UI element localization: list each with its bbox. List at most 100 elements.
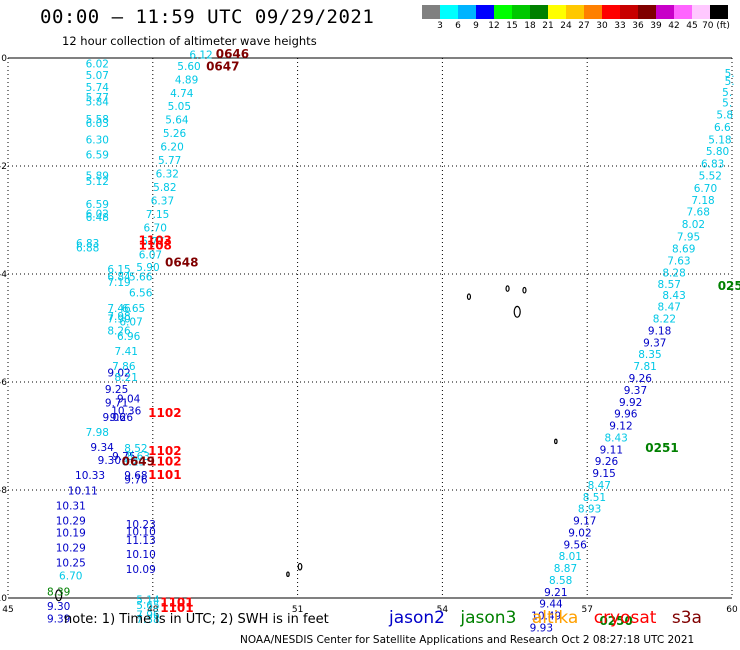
swh-value-label: 5.65 <box>136 600 159 612</box>
swh-value-label: 9.30 <box>98 455 121 467</box>
swh-value-label: 9.15 <box>592 468 615 480</box>
swh-value-label: 10.36 <box>111 405 141 417</box>
swh-value-label: 8.52 <box>124 443 147 455</box>
swh-value-label: 8.43 <box>662 290 685 302</box>
swh-value-label: 7.90 <box>107 314 130 326</box>
x-tick-label: 57 <box>581 605 592 615</box>
island-outline <box>505 285 510 292</box>
swh-value-label: 8.21 <box>115 372 138 384</box>
swh-value-label: 6.07 <box>139 249 162 261</box>
swh-value-label: 6.12 <box>189 50 212 62</box>
color-scale-label: 3 <box>437 21 443 31</box>
color-scale-label: 70 (ft) <box>702 21 730 31</box>
color-scale-label: 15 <box>506 21 518 31</box>
color-scale-label: 30 <box>596 21 608 31</box>
y-tick-label: -6 <box>0 378 7 388</box>
swh-value-label: 7.96 <box>136 610 160 622</box>
swh-value-label: 9.44 <box>539 599 563 611</box>
swh-value-label: 6.83 <box>701 159 724 171</box>
swh-value-label: 5.82 <box>153 182 176 194</box>
data-marks: 6.025.075.745.775.845.586.036.306.595.89… <box>47 47 740 634</box>
swh-value-label: 7.15 <box>146 209 169 221</box>
x-tick-label: 54 <box>437 605 449 615</box>
swh-value-label: 10.11 <box>68 485 98 497</box>
swh-value-label: 5.66 <box>129 271 153 283</box>
swh-value-label: 6.30 <box>86 134 109 146</box>
swh-value-label: 5.14 <box>136 594 160 606</box>
swh-value-label: 9.21 <box>544 587 567 599</box>
swh-value-label: 5.80 <box>706 146 729 158</box>
x-tick-label: 45 <box>2 605 13 615</box>
swh-value-label: 6.02 <box>86 208 109 220</box>
color-scale-label: 39 <box>650 21 662 31</box>
island-outline <box>466 293 472 300</box>
swh-value-label: 8.39 <box>47 586 70 598</box>
color-scale-labels: 3 6 9 12 15 18 21 24 27 30 33 36 39 42 45 70 (ft) <box>422 21 730 33</box>
swh-value-label: 9.26 <box>110 412 134 424</box>
swh-value-label: 6.20 <box>160 141 183 153</box>
pass-time-label: 1101 <box>160 601 193 615</box>
swh-value-label: 7.19 <box>107 277 130 289</box>
swh-value-label: 6.48 <box>86 212 109 224</box>
swh-value-label: 7.81 <box>633 361 656 373</box>
pass-time-label: 0252 <box>718 279 740 293</box>
color-swatch-10 <box>602 5 620 19</box>
swh-value-label: 7.38 <box>136 614 159 626</box>
y-tick-label: -10 <box>0 594 7 604</box>
swh-value-label: 7.98 <box>107 311 130 323</box>
swh-value-label: 10.09 <box>126 564 156 576</box>
swh-value-label: 9.39 <box>47 613 70 625</box>
swh-value-label: 6.88 <box>76 242 99 254</box>
color-swatch-0 <box>422 5 440 19</box>
swh-value-label: 8.43 <box>604 432 627 444</box>
pass-time-label: 0648 <box>165 255 198 269</box>
swh-value-label: 9.71 <box>105 397 128 409</box>
swh-value-label: 9.93 <box>530 622 553 634</box>
swh-value-label: 6.15 <box>107 264 130 276</box>
swh-value-label: 6.03 <box>86 118 109 130</box>
color-scale-label: 45 <box>686 21 698 31</box>
swh-value-label: 6.77 <box>141 236 164 248</box>
swh-value-label: 9.37 <box>624 385 647 397</box>
swh-value-label: 4.89 <box>175 74 198 86</box>
x-tick-label: 60 <box>726 605 738 615</box>
swh-value-label: 5.52 <box>699 171 722 183</box>
island-outline <box>55 589 63 602</box>
swh-value-label: 10.23 <box>126 519 156 531</box>
swh-value-label: 9.37 <box>643 337 666 349</box>
color-swatch-8 <box>566 5 584 19</box>
pass-time-label: 0251 <box>645 441 678 455</box>
swh-value-label: 6.59 <box>86 199 109 211</box>
color-scale-label: 12 <box>488 21 500 31</box>
color-scale-bar <box>422 5 728 19</box>
color-swatch-5 <box>512 5 530 19</box>
swh-value-label: 5.26 <box>163 128 187 140</box>
swh-value-label: 9.11 <box>600 444 623 456</box>
y-tick-label: -8 <box>0 486 7 496</box>
swh-value-label: 5.58 <box>86 114 109 126</box>
swh-value-label: 7.95 <box>677 232 700 244</box>
swh-value-label: 6.65 <box>122 303 145 315</box>
page-subtitle: 12 hour collection of altimeter wave hei… <box>62 34 317 48</box>
swh-value-label: 8.35 <box>638 349 661 361</box>
swh-value-label: 5.60 <box>177 61 200 73</box>
pass-time-label: 0646 <box>216 47 249 61</box>
satellite-legend: jason2 jason3 altika cryosat s3a <box>389 608 712 628</box>
swh-value-label: 5. <box>722 98 732 110</box>
swh-value-label: 10.29 <box>56 516 86 528</box>
swh-value-label: 9.30 <box>47 601 70 613</box>
swh-value-label: 9.68 <box>124 470 147 482</box>
swh-value-label: 6.07 <box>119 316 142 328</box>
swh-value-label: 8.69 <box>672 243 695 255</box>
pass-time-label: 1102 <box>148 444 181 458</box>
color-swatch-14 <box>674 5 692 19</box>
swh-value-label: 9.02 <box>107 368 130 380</box>
swh-value-label: 8.01 <box>559 551 582 563</box>
swh-value-label: 5.64 <box>165 114 189 126</box>
swh-value-label: 7.98 <box>86 427 109 439</box>
color-scale-label: 36 <box>632 21 644 31</box>
swh-value-label: 5.90 <box>136 262 159 274</box>
swh-value-label: 8.58 <box>549 575 572 587</box>
pass-time-label: 1103 <box>139 233 172 247</box>
swh-value-label: 7.63 <box>667 255 690 267</box>
